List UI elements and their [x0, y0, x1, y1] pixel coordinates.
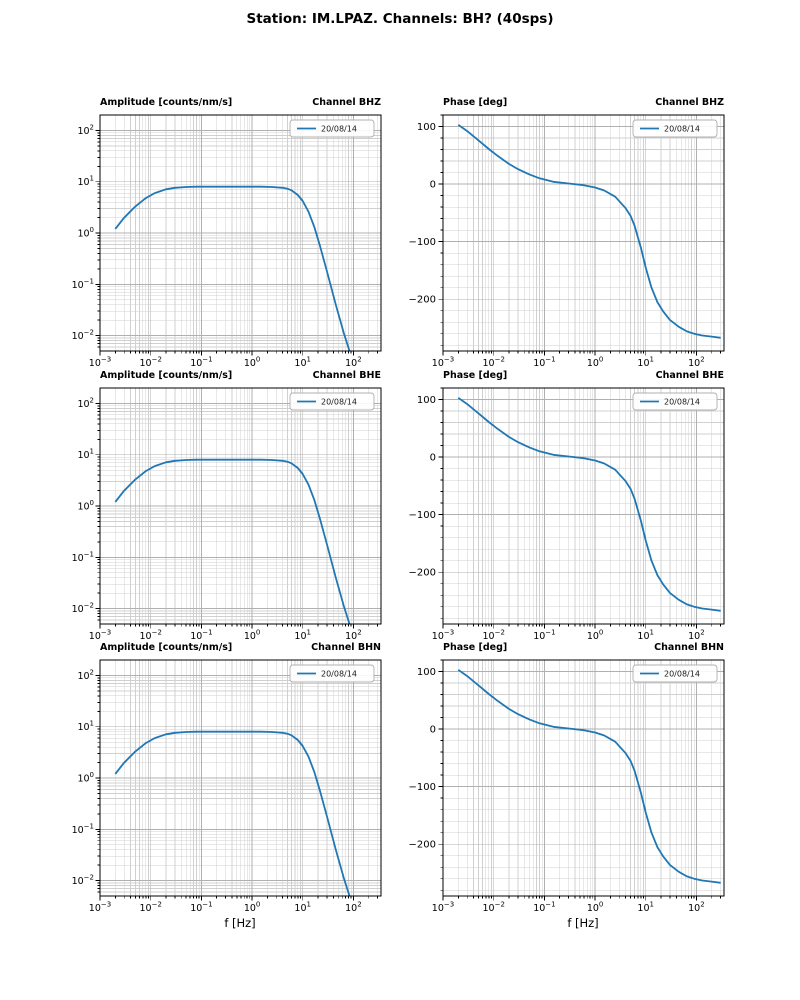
svg-text:10−1: 10−1 [190, 901, 212, 915]
svg-text:10−2: 10−2 [139, 901, 161, 915]
svg-text:101: 101 [294, 901, 311, 915]
svg-text:10−3: 10−3 [432, 356, 454, 370]
svg-text:101: 101 [77, 448, 94, 462]
svg-text:−200: −200 [409, 568, 436, 579]
svg-text:101: 101 [77, 720, 94, 734]
svg-text:100: 100 [587, 901, 604, 915]
chart-channel-title: Channel BHE [312, 370, 381, 381]
svg-text:10−1: 10−1 [190, 356, 212, 370]
svg-text:101: 101 [77, 175, 94, 189]
svg-text:102: 102 [77, 123, 94, 136]
svg-text:20/08/14: 20/08/14 [664, 125, 700, 134]
chart-channel-title: Channel BHN [654, 642, 724, 653]
x-axis-label-right: f [Hz] [567, 916, 599, 930]
plot-bhn-phase: 10−3 10−2 10−1 100 101 102 100 0 −100 −200 20/08/1… [409, 659, 725, 915]
chart-ylabel-title: Phase [deg] [443, 97, 508, 108]
plot-bhn-amplitude: 10−3 10−2 10−1 100 101 102 102 101 100 10−1 10−2 20… [72, 659, 382, 915]
chart-bhe-phase: Phase [deg] Channel BHE 10−3 10−2 10−1 100 1… [388, 368, 740, 660]
svg-text:10−3: 10−3 [89, 356, 111, 370]
svg-text:10−2: 10−2 [482, 901, 504, 915]
chart-bhn-phase: Phase [deg] Channel BHN 10−3 10−2 10−1 100 1… [388, 640, 740, 932]
plot-bhz-amplitude: 10−3 10−2 10−1 100 101 102 102 101 100 10−1 10−2 20… [72, 114, 382, 370]
svg-text:10−1: 10−1 [533, 901, 555, 915]
svg-text:20/08/14: 20/08/14 [321, 125, 357, 134]
svg-text:−100: −100 [409, 237, 436, 248]
chart-ylabel-title: Amplitude [counts/nm/s] [100, 370, 233, 381]
svg-text:10−1: 10−1 [533, 356, 555, 370]
svg-text:0: 0 [430, 725, 436, 736]
svg-text:−100: −100 [409, 510, 436, 521]
svg-text:102: 102 [688, 901, 705, 915]
plot-bhe-phase: 10−3 10−2 10−1 100 101 1021000−100−20020/08/1… [409, 387, 725, 642]
svg-text:100: 100 [77, 771, 94, 785]
svg-text:−200: −200 [409, 840, 436, 851]
svg-text:10−3: 10−3 [432, 901, 454, 915]
svg-text:10−2: 10−2 [482, 356, 504, 370]
chart-channel-title: Channel BHZ [312, 97, 381, 108]
svg-text:0: 0 [430, 453, 436, 464]
chart-bhz-amplitude: Amplitude [counts/nm/s] Channel BHZ 10−3… [45, 95, 397, 387]
chart-bhz-phase: Phase [deg] Channel BHZ 10−3 10−2 10−1 100 1… [388, 95, 740, 387]
svg-text:102: 102 [77, 668, 94, 682]
svg-text:100: 100 [244, 901, 261, 915]
chart-ylabel-title: Phase [deg] [443, 642, 508, 653]
svg-text:101: 101 [637, 901, 654, 915]
svg-text:102: 102 [688, 356, 705, 370]
svg-text:102: 102 [345, 356, 362, 370]
chart-ylabel-title: Amplitude [counts/nm/s] [100, 642, 233, 653]
svg-text:102: 102 [345, 901, 362, 915]
chart-ylabel-title: Amplitude [counts/nm/s] [100, 97, 233, 108]
svg-text:100: 100 [244, 356, 261, 370]
svg-text:20/08/14: 20/08/14 [321, 670, 357, 679]
svg-text:10−1: 10−1 [72, 822, 94, 836]
chart-channel-title: Channel BHN [311, 642, 381, 653]
plot-bhz-phase: 10−3 10−2 10−1 100 101 102 100 0 −100 −200 20/08/1… [409, 114, 725, 370]
svg-text:10−3: 10−3 [89, 901, 111, 915]
svg-text:10−2: 10−2 [72, 874, 94, 888]
svg-text:10−2: 10−2 [72, 329, 94, 343]
chart-ylabel-title: Phase [deg] [443, 370, 508, 381]
svg-text:101: 101 [294, 356, 311, 370]
svg-text:102: 102 [77, 396, 94, 410]
svg-text:100: 100 [417, 395, 436, 406]
svg-text:20/08/14: 20/08/14 [664, 670, 700, 679]
svg-text:100: 100 [77, 499, 94, 513]
svg-text:20/08/14: 20/08/14 [664, 398, 700, 407]
svg-text:100: 100 [417, 122, 436, 133]
svg-text:−200: −200 [409, 295, 436, 306]
svg-text:100: 100 [77, 226, 94, 240]
x-axis-label-left: f [Hz] [224, 916, 256, 930]
svg-text:−100: −100 [409, 782, 436, 793]
svg-text:0: 0 [430, 180, 436, 191]
svg-text:100: 100 [587, 356, 604, 370]
plot-bhe-amplitude: 10−3 10−2 10−1 100 101 10210210110010−110−220… [72, 387, 382, 642]
figure-title: Station: IM.LPAZ. Channels: BH? (40sps) [246, 11, 554, 27]
chart-channel-title: Channel BHE [655, 370, 724, 381]
svg-text:20/08/14: 20/08/14 [321, 398, 357, 407]
chart-bhn-amplitude: Amplitude [counts/nm/s] Channel BHN 10−3… [45, 640, 397, 932]
svg-text:10−2: 10−2 [139, 356, 161, 370]
svg-text:10−1: 10−1 [72, 550, 94, 564]
svg-text:101: 101 [637, 356, 654, 370]
svg-text:10−1: 10−1 [72, 277, 94, 291]
svg-text:100: 100 [417, 667, 436, 678]
svg-text:10−2: 10−2 [72, 602, 94, 616]
chart-channel-title: Channel BHZ [655, 97, 724, 108]
chart-bhe-amplitude: Amplitude [counts/nm/s] Channel BHE 10−3… [45, 368, 397, 660]
